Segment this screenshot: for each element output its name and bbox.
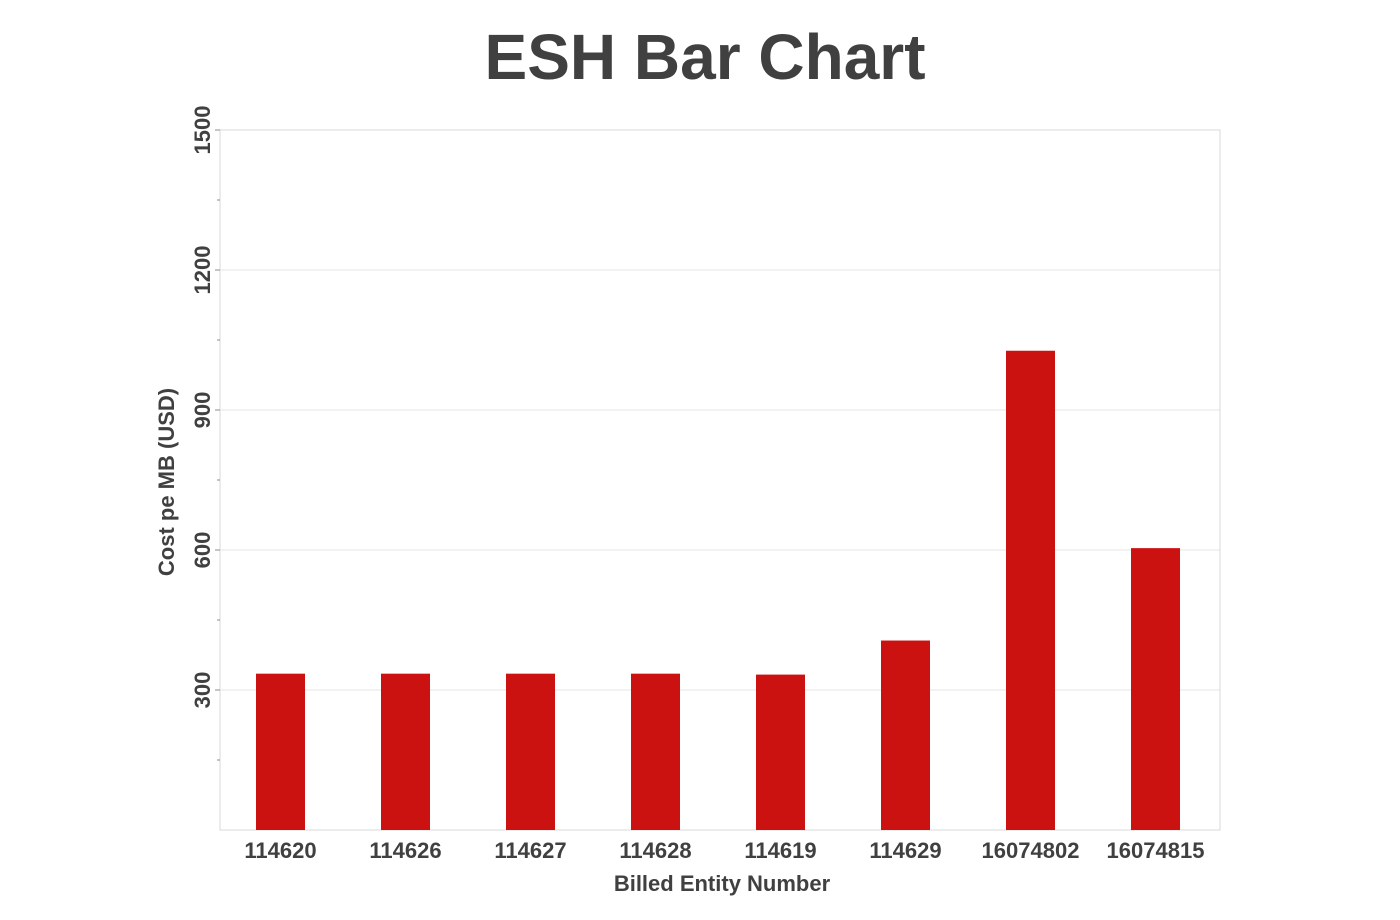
bar-114628 [631,673,680,830]
y-tick-label: 1500 [190,106,215,155]
x-axis-label: Billed Entity Number [614,871,831,896]
y-axis-label: Cost pe MB (USD) [154,388,179,576]
bar-16074815 [1131,548,1180,830]
bar-114620 [256,673,305,830]
x-tick-label: 114627 [494,838,566,863]
bar-114629 [881,640,930,830]
plot-frame [219,129,1221,831]
x-tick-label: 114628 [619,838,691,863]
x-tick-label: 114626 [369,838,441,863]
x-tick-label: 114619 [744,838,816,863]
bar-114627 [506,673,555,830]
gridlines [220,129,1220,691]
x-tick-label: 114620 [244,838,316,863]
bar-16074802 [1006,350,1055,830]
y-tick-label: 300 [190,672,215,709]
bars [256,350,1180,830]
bar-114619 [756,674,805,830]
x-tick-label: 114629 [869,838,941,863]
y-tick-label: 900 [190,392,215,429]
y-tick-label: 1200 [190,246,215,295]
chart-title: ESH Bar Chart [485,21,926,93]
bar-114626 [381,673,430,830]
y-tick-label: 600 [190,532,215,569]
x-tick-label: 16074815 [1107,838,1205,863]
y-axis-ticks: 300 600 900 1200 1500 [190,106,220,761]
x-tick-label: 16074802 [982,838,1080,863]
x-axis-ticks: 114620 114626 114627 114628 114619 114629 1607… [244,838,1204,863]
